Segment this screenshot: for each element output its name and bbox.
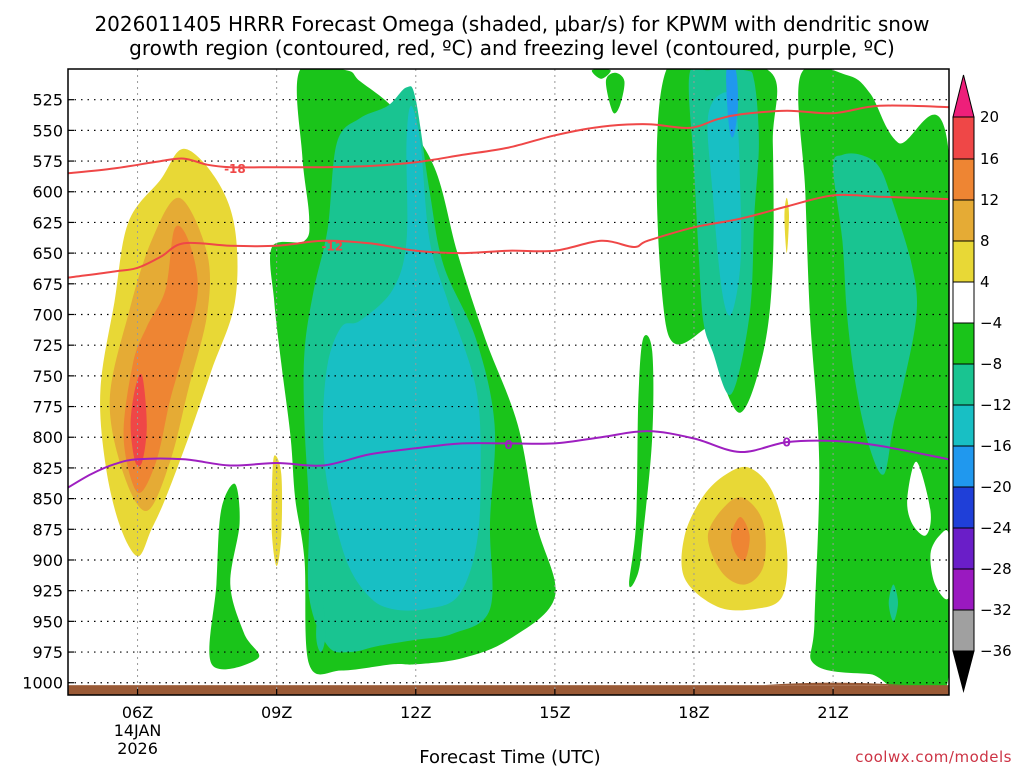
omega-region-7 <box>730 517 750 561</box>
colorbar-label-5: −4 <box>980 314 1002 332</box>
chart-title-line-2: growth region (contoured, red, ºC) and f… <box>129 36 895 60</box>
y-tick-label-625: 625 <box>32 213 63 232</box>
colorbar: 20 16 12 8 4 −4 −8 −12 −16 −20 −24 −28 −32 −36 <box>952 74 1012 693</box>
colorbar-label-0: 20 <box>980 108 999 126</box>
grid-lines <box>68 69 949 695</box>
y-tick-label-650: 650 <box>32 244 63 263</box>
colorbar-label-10: −24 <box>980 519 1012 537</box>
y-tick-label-950: 950 <box>32 612 63 631</box>
contour-label-0: -18 <box>224 162 246 176</box>
colorbar-label-1: 16 <box>980 150 999 168</box>
colorbar-swatch-0 <box>952 116 975 160</box>
omega-region-12 <box>605 72 625 114</box>
omega-region-25 <box>888 584 898 622</box>
contour-lines <box>68 104 949 489</box>
contour-label-1: -12 <box>321 239 343 253</box>
y-tick-label-525: 525 <box>32 91 63 110</box>
y-tick-label-825: 825 <box>32 459 63 478</box>
colorbar-swatch-10 <box>952 527 975 570</box>
colorbar-swatch-11 <box>952 568 975 611</box>
y-tick-label-575: 575 <box>32 152 63 171</box>
x-tick-year: 2026 <box>117 739 158 758</box>
y-tick-label-750: 750 <box>32 367 63 386</box>
contour-labels: -18 -12 0 0 <box>224 162 791 452</box>
terrain-strip <box>68 685 949 695</box>
x-tick-label-12Z: 12Z <box>400 703 431 722</box>
y-axis-ticks: 525 550 575 600 625 650 675 700 725 750 775 800 825 8… <box>22 91 74 693</box>
colorbar-swatch-8 <box>952 445 975 488</box>
colorbar-label-12: −32 <box>980 601 1012 619</box>
x-tick-label-18Z: 18Z <box>678 703 709 722</box>
y-tick-label-600: 600 <box>32 183 63 202</box>
y-tick-label-900: 900 <box>32 551 63 570</box>
chart-title-line-1: 2026011405 HRRR Forecast Omega (shaded, … <box>94 12 929 36</box>
colorbar-label-13: −36 <box>980 642 1012 660</box>
colorbar-label-3: 8 <box>980 232 990 250</box>
x-axis-title: Forecast Time (UTC) <box>419 747 600 768</box>
contour--12 <box>68 193 949 279</box>
omega-region-8 <box>784 197 789 254</box>
y-tick-label-725: 725 <box>32 336 63 355</box>
y-tick-label-1000: 1000 <box>22 674 63 693</box>
x-tick-label-09Z: 09Z <box>261 703 292 722</box>
colorbar-bottom-arrow <box>952 650 975 693</box>
contour-0 <box>68 430 949 489</box>
omega-region-20 <box>726 69 739 138</box>
omega-region-14 <box>629 334 654 588</box>
x-tick-label-15Z: 15Z <box>539 703 570 722</box>
colorbar-label-2: 12 <box>980 191 999 209</box>
y-tick-label-925: 925 <box>32 582 63 601</box>
contour-label-2: 0 <box>504 438 512 452</box>
colorbar-label-6: −8 <box>980 355 1002 373</box>
colorbar-label-11: −28 <box>980 560 1012 578</box>
omega-region-26 <box>316 584 326 652</box>
y-tick-label-975: 975 <box>32 643 63 662</box>
omega-region-23 <box>907 461 931 536</box>
colorbar-swatch-3 <box>952 240 975 283</box>
credit-text: coolwx.com/models <box>855 748 1012 766</box>
colorbar-label-8: −16 <box>980 437 1012 455</box>
omega-region-3 <box>130 374 147 467</box>
colorbar-swatch-7 <box>952 404 975 447</box>
omega-region-11 <box>591 69 611 79</box>
contour--18 <box>68 104 949 175</box>
omega-region-19 <box>707 92 742 316</box>
x-tick-date: 14JAN <box>114 721 162 740</box>
y-tick-label-550: 550 <box>32 121 63 140</box>
y-tick-label-675: 675 <box>32 275 63 294</box>
plot-frame <box>67 68 950 696</box>
y-tick-label-850: 850 <box>32 490 63 509</box>
colorbar-swatch-1 <box>952 158 975 201</box>
omega-region-4 <box>271 455 283 567</box>
x-tick-label-21Z: 21Z <box>817 703 848 722</box>
colorbar-swatch-6 <box>952 363 975 406</box>
y-tick-label-775: 775 <box>32 398 63 417</box>
y-tick-label-875: 875 <box>32 520 63 539</box>
omega-region-22 <box>915 357 922 389</box>
colorbar-swatch-9 <box>952 486 975 529</box>
plot-area: -18 -12 0 0 <box>68 69 949 695</box>
omega-region-24 <box>930 530 949 600</box>
colorbar-label-4: 4 <box>980 273 990 291</box>
colorbar-label-7: −12 <box>980 396 1012 414</box>
omega-region-10 <box>209 483 260 670</box>
colorbar-swatch-4 <box>952 281 975 324</box>
omega-shading <box>100 69 949 695</box>
colorbar-swatch-12 <box>952 609 975 652</box>
colorbar-label-9: −20 <box>980 478 1012 496</box>
colorbar-swatch-2 <box>952 199 975 242</box>
terrain-fill <box>68 682 949 695</box>
colorbar-swatch-5 <box>952 322 975 365</box>
colorbar-top-arrow <box>952 74 975 118</box>
contour-label-3: 0 <box>783 436 791 450</box>
terrain-bump <box>763 682 908 686</box>
omega-region-17 <box>323 105 481 611</box>
x-tick-label-06Z: 06Z <box>122 703 153 722</box>
y-tick-label-700: 700 <box>32 305 63 324</box>
y-tick-label-800: 800 <box>32 428 63 447</box>
